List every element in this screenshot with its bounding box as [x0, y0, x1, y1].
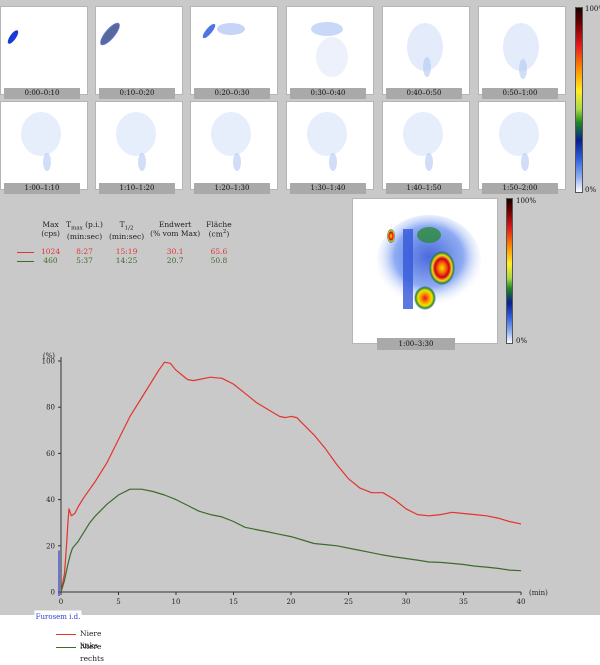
- frame-time-label: 0:40–0:50: [386, 88, 462, 99]
- summary-scale-bottom-label: 0%: [516, 337, 528, 345]
- scan-frame: [286, 6, 374, 95]
- y-tick-label: 40: [46, 496, 55, 504]
- x-tick-label: 35: [459, 598, 468, 606]
- x-tick-label: 0: [59, 598, 63, 606]
- scan-frame: [190, 6, 278, 95]
- x-tick-label: 40: [517, 598, 526, 606]
- stats-cell: 65.6: [210, 246, 228, 256]
- legend-swatch: [56, 647, 76, 648]
- annotation-label: Furosem i.d.: [36, 613, 81, 621]
- series-line: [60, 361, 522, 593]
- x-tick-label: 20: [287, 598, 296, 606]
- scan-frame: [382, 6, 470, 95]
- stats-cell: 20.7: [166, 255, 184, 265]
- summary-image: [352, 198, 498, 344]
- header-endwert: Endwert (% vom Max): [150, 220, 201, 238]
- summary-color-scale-bar: [506, 198, 513, 344]
- stats-table: Max (cps) Tmax (p.i.) (min:sec) T1/2 (mi…: [14, 220, 235, 265]
- summary-scale-top-label: 100%: [516, 197, 537, 205]
- x-tick-label: 5: [116, 598, 120, 606]
- frame-time-label: 0:20–0:30: [194, 88, 270, 99]
- header-max: Max (cps): [41, 220, 60, 238]
- frame-time-label: 1:20–1:30: [194, 183, 270, 194]
- header-thalf: T1/2 (min:sec): [108, 220, 145, 241]
- frame-time-label: 0:30–0:40: [290, 88, 366, 99]
- y-tick-label: 80: [46, 404, 55, 412]
- x-axis-label: (min): [529, 589, 548, 597]
- frame-time-label: 1:10–1:20: [99, 183, 175, 194]
- stats-cell: 14:25: [115, 255, 138, 265]
- scan-frame: [95, 101, 183, 190]
- header-flaeche: Fläche (cm2): [206, 220, 232, 239]
- stats-cell: 50.8: [210, 255, 228, 265]
- frame-time-label: 1:50–2:00: [482, 183, 558, 194]
- scan-frame: [0, 6, 88, 95]
- frame-time-label: 1:30–1:40: [290, 183, 366, 194]
- x-tick-label: 25: [344, 598, 353, 606]
- frame-time-label: 0:10–0:20: [99, 88, 175, 99]
- stats-cell: 30.1: [166, 246, 184, 256]
- scan-frame: [478, 6, 566, 95]
- series-line: [60, 488, 522, 593]
- header-tmax: Tmax (p.i.) (min:sec): [66, 220, 103, 241]
- color-scale-bar: [575, 7, 583, 193]
- legend-swatch: [56, 634, 76, 635]
- stats-cell: 5:37: [76, 255, 93, 265]
- scan-frame: [478, 101, 566, 190]
- frame-time-label: 0:50–1:00: [482, 88, 558, 99]
- x-tick-label: 10: [172, 598, 181, 606]
- y-tick-label: 100: [42, 358, 55, 366]
- stats-cell: 1024: [41, 246, 61, 256]
- scan-frame: [0, 101, 88, 190]
- legend-label: Niere links: [80, 629, 102, 650]
- y-tick-label: 0: [51, 589, 55, 597]
- scan-frame: [382, 101, 470, 190]
- summary-image-render: [377, 215, 481, 310]
- frame-time-label: 0:00–0:10: [4, 88, 80, 99]
- stats-cell: 460: [43, 255, 58, 265]
- stats-cell: 15:19: [115, 246, 138, 256]
- frame-time-label: 1:40–1:50: [386, 183, 462, 194]
- stats-row-swatch: [17, 260, 34, 262]
- frame-time-label: 1:00–1:10: [4, 183, 80, 194]
- y-axis-label: (%): [43, 352, 55, 360]
- stats-header-row: Max (cps) Tmax (p.i.) (min:sec) T1/2 (mi…: [14, 220, 235, 241]
- stats-row-swatch: [17, 251, 34, 253]
- stats-row-links: 1024 8:27 15:19 30.1 65.6: [14, 247, 235, 256]
- x-tick-label: 15: [229, 598, 238, 606]
- stats-cell: 8:27: [76, 246, 93, 256]
- summary-image-label: 1:00–3:30: [377, 338, 455, 350]
- y-tick-label: 20: [46, 542, 55, 550]
- scan-frame: [190, 101, 278, 190]
- y-tick-label: 60: [46, 450, 55, 458]
- legend-label: Niere rechts: [80, 642, 104, 663]
- scan-frame: [286, 101, 374, 190]
- renogram-chart: 0 20 40 60 80 100 0 5 10 15 20 25 30 35 40 (%) (min) Furo…: [34, 352, 548, 623]
- scan-frame: [95, 6, 183, 95]
- x-tick-label: 30: [402, 598, 411, 606]
- color-scale-top-label: 100%: [585, 5, 600, 13]
- color-scale-bottom-label: 0%: [585, 186, 597, 194]
- stats-row-rechts: 460 5:37 14:25 20.7 50.8: [14, 256, 235, 265]
- annotation-box: [34, 610, 82, 623]
